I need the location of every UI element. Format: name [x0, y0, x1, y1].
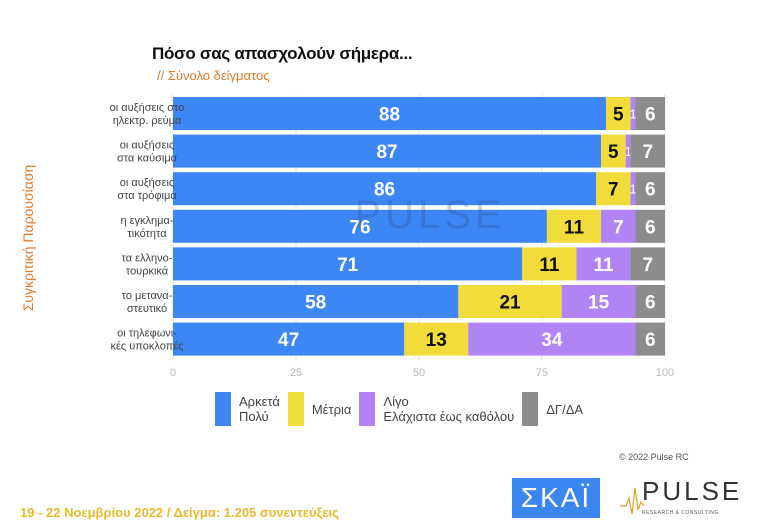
data-label: 5	[608, 142, 619, 163]
data-label: 34	[541, 330, 563, 351]
data-label: 71	[337, 255, 359, 276]
category-label: η εγκλημα-	[120, 215, 173, 227]
legend-item-little: Λίγο Ελάχιστα έως καθόλου	[359, 392, 514, 426]
bar-segment	[173, 209, 547, 243]
bar-segment	[605, 97, 631, 130]
legend-item-dk-na: ΔΓ/ΔΑ	[522, 392, 583, 426]
category-label: οι αυξήσεις	[120, 177, 174, 189]
data-label: 6	[645, 105, 656, 126]
category-label: κές υποκλοπές	[111, 341, 184, 353]
pulse-wave-icon	[620, 487, 644, 515]
category-label: ηλεκτρ. ρεύμα	[113, 115, 182, 127]
legend-item-a-lot: Αρκετά Πολύ	[215, 392, 280, 426]
legend-swatch	[215, 392, 231, 426]
watermark: PULSE	[354, 193, 505, 237]
bar-segment	[635, 209, 665, 243]
data-label: 6	[645, 180, 656, 201]
data-label: 86	[374, 180, 395, 201]
bar-segment	[576, 247, 631, 281]
bar-segment	[173, 172, 597, 206]
legend-label: Λίγο Ελάχιστα έως καθόλου	[383, 394, 515, 424]
data-label: 1	[624, 144, 631, 159]
x-tick-label: 50	[413, 367, 425, 379]
bar-segment	[630, 172, 636, 206]
data-label: 7	[642, 255, 653, 276]
pulse-logo-subtext: RESEARCH & CONSULTING	[642, 510, 719, 516]
bar-segment	[173, 285, 459, 318]
category-label: οι τηλεφωνι-	[117, 328, 177, 340]
legend-label: Αρκετά Πολύ	[239, 394, 280, 424]
data-label: 7	[642, 142, 653, 163]
data-label: 6	[645, 330, 656, 351]
data-label: 58	[305, 293, 326, 314]
footer-sample-info: 19 - 22 Νοεμβρίου 2022 / Δείγμα: 1.205 σ…	[20, 505, 339, 520]
data-label: 15	[588, 293, 610, 314]
bar-segment	[561, 285, 636, 318]
data-label: 1	[629, 182, 636, 197]
legend-label: Μέτρια	[311, 401, 352, 417]
bar-segment	[458, 285, 562, 318]
data-label: 5	[613, 105, 624, 126]
data-label: 13	[426, 330, 447, 351]
bar-segment	[635, 97, 665, 130]
x-tick-label: 75	[536, 367, 548, 379]
bar-segment	[635, 285, 665, 318]
data-label: 47	[278, 330, 299, 351]
category-label: στευτικό	[127, 303, 167, 315]
data-label: 11	[564, 217, 585, 238]
bar-segment	[630, 247, 665, 281]
x-tick-label: 100	[656, 367, 674, 379]
legend-label: ΔΓ/ΔΑ	[546, 401, 584, 417]
bar-segment	[601, 134, 626, 168]
chart-subtitle: // Σύνολο δείγματος	[157, 68, 270, 83]
pulse-logo: PULSE RESEARCH & CONSULTING	[620, 476, 739, 520]
data-label: 11	[593, 255, 614, 276]
data-label: 1	[629, 107, 636, 122]
category-label: οι αυξήσεις στο	[110, 102, 185, 114]
bar-segment	[635, 172, 665, 206]
bar-segment	[468, 322, 636, 356]
category-label: τα ελληνο-	[122, 252, 173, 264]
skai-logo: ΣΚΑΪ	[512, 478, 600, 518]
bar-segment	[173, 97, 606, 130]
data-label: 76	[349, 217, 370, 238]
category-label: τικότητα	[127, 228, 167, 240]
bar-segment	[630, 97, 636, 130]
bar-segment	[596, 172, 631, 206]
x-tick-label: 0	[170, 367, 176, 379]
data-label: 6	[645, 293, 656, 314]
data-label: 7	[613, 217, 624, 238]
copyright: © 2022 Pulse RC	[619, 452, 689, 462]
legend-swatch	[359, 392, 376, 426]
legend-swatch	[287, 392, 304, 426]
data-label: 88	[379, 105, 400, 126]
bar-segment	[635, 322, 665, 356]
chart-title: Πόσο σας απασχολούν σήμερα...	[152, 44, 413, 63]
bar-segment	[522, 247, 577, 281]
x-tick-label: 25	[290, 367, 302, 379]
bar-segment	[546, 209, 602, 243]
legend-swatch	[522, 392, 539, 426]
bar-segment	[173, 134, 602, 168]
data-label: 21	[499, 293, 521, 314]
legend-item-moderate: Μέτρια	[287, 392, 352, 426]
category-label: οι αυξήσεις	[120, 140, 174, 152]
legend: Αρκετά Πολύ Μέτρια Λίγο Ελάχιστα έως καθ…	[215, 392, 591, 426]
category-label: στα τρόφιμα	[117, 190, 177, 202]
bar-segment	[404, 322, 469, 356]
data-label: 7	[608, 180, 619, 201]
bar-segment	[601, 209, 636, 243]
bar-segment	[625, 134, 631, 168]
category-label: στα καύσιμα	[117, 153, 178, 165]
bar-segment	[173, 247, 523, 281]
bar-segment	[630, 134, 665, 168]
pulse-logo-text: PULSE	[642, 476, 743, 506]
data-label: 87	[376, 142, 397, 163]
bar-segment	[173, 322, 405, 356]
data-label: 11	[539, 255, 560, 276]
category-label: τουρκικά	[126, 265, 169, 277]
data-label: 6	[645, 217, 656, 238]
category-label: το μετανα-	[122, 290, 173, 302]
